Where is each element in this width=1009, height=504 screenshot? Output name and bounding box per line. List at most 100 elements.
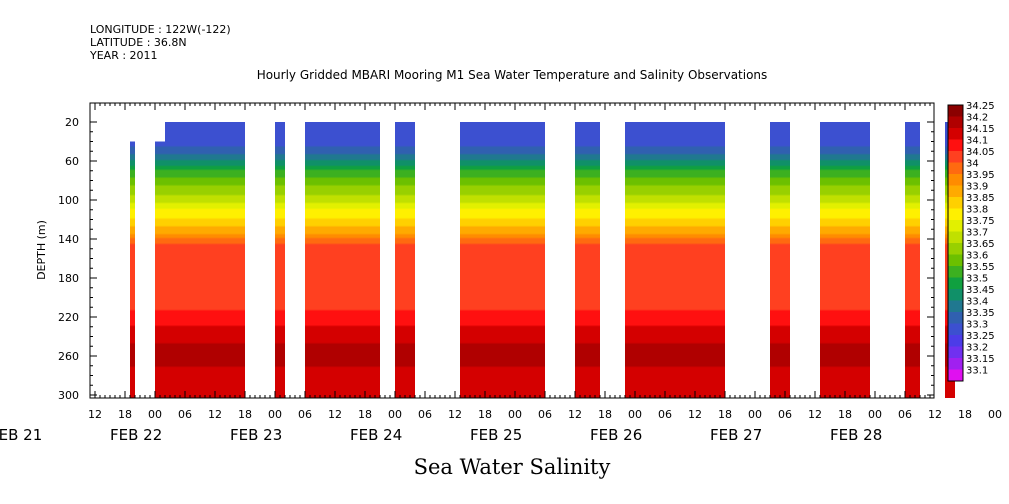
colorbar-swatch xyxy=(948,185,963,197)
colorbar-swatch xyxy=(948,346,963,358)
colorbar-swatch xyxy=(948,151,963,163)
axis-labels: 12 18 00 06 12 18 00 06 12 18 00 06 12 18 00 06 12 18 00 06… xyxy=(0,116,1002,444)
data-segment xyxy=(155,141,165,398)
colorbar-label: 33.9 xyxy=(966,182,988,193)
colorbar-swatch xyxy=(948,116,963,128)
colorbar-swatch xyxy=(948,128,963,140)
colorbar-label: 33.15 xyxy=(966,354,995,365)
data-area xyxy=(130,122,955,398)
y-tick-label: 180 xyxy=(58,272,79,285)
data-segment xyxy=(275,122,285,398)
x-hour-label: 06 xyxy=(298,408,312,421)
colorbar-label: 34.1 xyxy=(966,136,988,147)
colorbar-label: 33.45 xyxy=(966,285,995,296)
x-hour-label: 00 xyxy=(628,408,642,421)
x-hour-label: 18 xyxy=(238,408,252,421)
x-date-label: FEB 25 xyxy=(470,426,522,444)
data-segment xyxy=(460,122,545,398)
colorbar-label: 34 xyxy=(966,159,979,170)
data-segment xyxy=(625,122,725,398)
colorbar-swatch xyxy=(948,220,963,232)
colorbar-swatch xyxy=(948,231,963,243)
data-segment xyxy=(820,122,870,398)
data-segment xyxy=(395,122,415,398)
longitude-label: LONGITUDE : 122W(-122) xyxy=(90,23,231,36)
colorbar-swatch xyxy=(948,369,963,381)
axis-ticks xyxy=(89,103,934,398)
y-tick-label: 260 xyxy=(58,350,79,363)
x-date-label: FEB 21 xyxy=(0,426,42,444)
colorbar-swatch xyxy=(948,208,963,220)
colorbar-swatch xyxy=(948,139,963,151)
x-date-label: FEB 26 xyxy=(590,426,642,444)
colorbar-label: 33.5 xyxy=(966,274,988,285)
data-segment xyxy=(130,141,135,398)
y-tick-label: 140 xyxy=(58,233,79,246)
colorbar-label: 33.35 xyxy=(966,308,995,319)
x-hour-label: 06 xyxy=(178,408,192,421)
x-hour-label: 00 xyxy=(868,408,882,421)
data-segment xyxy=(575,122,600,398)
colorbar: 34.2534.234.1534.134.053433.9533.933.853… xyxy=(947,101,995,382)
colorbar-swatch xyxy=(948,300,963,312)
x-hour-label: 06 xyxy=(538,408,552,421)
x-date-label: FEB 27 xyxy=(710,426,762,444)
x-date-label: FEB 23 xyxy=(230,426,282,444)
y-tick-label: 100 xyxy=(58,194,79,207)
colorbar-swatch xyxy=(948,162,963,174)
colorbar-label: 33.6 xyxy=(966,251,988,262)
data-segment xyxy=(165,122,245,398)
colorbar-label: 34.25 xyxy=(966,101,995,112)
colorbar-swatch xyxy=(948,243,963,255)
colorbar-label: 33.75 xyxy=(966,216,995,227)
plot-border xyxy=(89,102,935,399)
colorbar-swatch xyxy=(948,174,963,186)
x-hour-label: 18 xyxy=(358,408,372,421)
plot-frame xyxy=(89,102,935,399)
x-date-label: FEB 28 xyxy=(830,426,882,444)
x-hour-label: 06 xyxy=(418,408,432,421)
x-hour-label: 12 xyxy=(208,408,222,421)
colorbar-swatch xyxy=(948,197,963,209)
colorbar-label: 33.3 xyxy=(966,320,988,331)
colorbar-label: 34.05 xyxy=(966,147,995,158)
colorbar-border xyxy=(947,104,964,382)
latitude-label: LATITUDE : 36.8N xyxy=(90,36,187,49)
colorbar-label: 34.2 xyxy=(966,113,988,124)
x-hour-label: 12 xyxy=(808,408,822,421)
colorbar-label: 33.2 xyxy=(966,343,988,354)
colorbar-swatch xyxy=(948,335,963,347)
x-hour-label: 00 xyxy=(268,408,282,421)
x-hour-label: 18 xyxy=(838,408,852,421)
x-hour-label: 18 xyxy=(598,408,612,421)
y-tick-label: 60 xyxy=(65,155,79,168)
x-hour-label: 12 xyxy=(448,408,462,421)
colorbar-label: 33.25 xyxy=(966,331,995,342)
x-hour-label: 12 xyxy=(688,408,702,421)
x-hour-label: 06 xyxy=(898,408,912,421)
colorbar-swatch xyxy=(948,323,963,335)
x-hour-label: 12 xyxy=(928,408,942,421)
colorbar-swatch xyxy=(948,312,963,324)
x-date-label: FEB 22 xyxy=(110,426,162,444)
y-tick-label: 300 xyxy=(58,389,79,402)
x-hour-label: 00 xyxy=(508,408,522,421)
colorbar-swatch xyxy=(948,105,963,117)
colorbar-label: 33.55 xyxy=(966,262,995,273)
x-hour-label: 18 xyxy=(718,408,732,421)
colorbar-label: 33.95 xyxy=(966,170,995,181)
colorbar-label: 34.15 xyxy=(966,124,995,135)
chart-title: Hourly Gridded MBARI Mooring M1 Sea Wate… xyxy=(256,68,768,82)
x-hour-label: 12 xyxy=(328,408,342,421)
x-hour-label: 12 xyxy=(88,408,102,421)
colorbar-label: 33.8 xyxy=(966,205,988,216)
x-hour-label: 00 xyxy=(148,408,162,421)
data-segment xyxy=(770,122,790,398)
x-hour-label: 00 xyxy=(748,408,762,421)
data-segment xyxy=(305,122,380,398)
x-date-label: FEB 24 xyxy=(350,426,402,444)
x-hour-label: 18 xyxy=(118,408,132,421)
x-hour-label: 12 xyxy=(568,408,582,421)
x-hour-label: 06 xyxy=(658,408,672,421)
